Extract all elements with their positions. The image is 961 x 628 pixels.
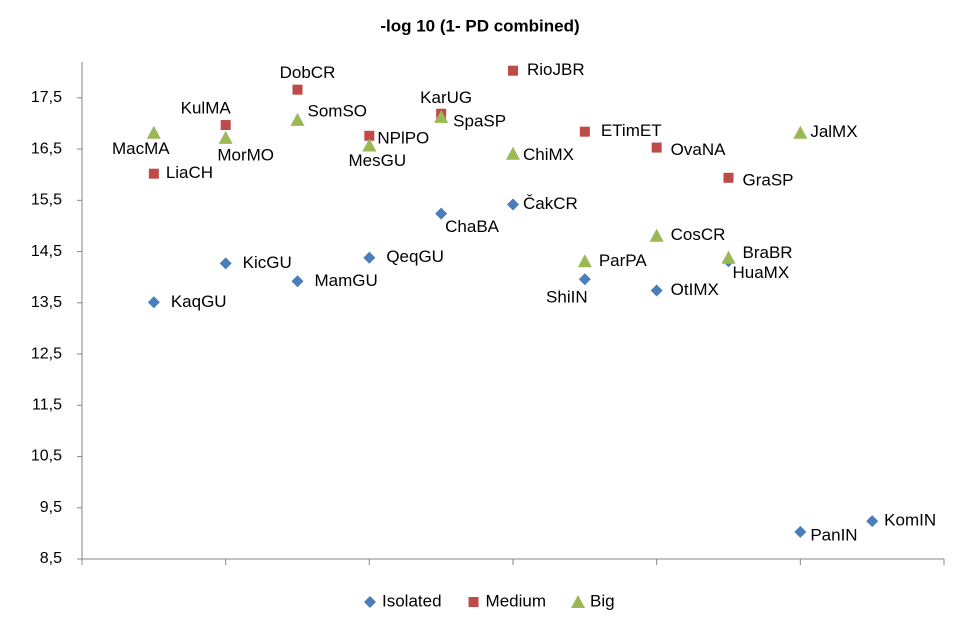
point-label: ChiMX	[523, 145, 574, 164]
point	[577, 254, 592, 268]
point-label: GraSP	[743, 170, 794, 189]
y-tick-label: 17,5	[31, 89, 62, 106]
point	[362, 138, 377, 152]
legend-marker	[364, 596, 376, 608]
point-label: CosCR	[671, 225, 726, 244]
point	[292, 84, 303, 95]
point-label: PanIN	[810, 525, 857, 544]
point-label: MesGU	[349, 151, 407, 170]
point	[506, 146, 520, 160]
point-label: KulMA	[181, 99, 232, 118]
point	[651, 142, 662, 153]
point-label: ETimET	[601, 121, 662, 140]
point	[721, 250, 736, 264]
point	[435, 207, 448, 220]
point-label: ShiIN	[546, 288, 588, 307]
point-label: ChaBA	[445, 217, 500, 236]
y-tick-label: 8,5	[40, 550, 62, 567]
point	[723, 172, 734, 183]
y-tick-label: 10,5	[31, 448, 62, 465]
point	[793, 125, 808, 139]
point-label: SomSO	[308, 101, 368, 120]
point	[146, 125, 161, 139]
point	[290, 112, 305, 126]
point	[508, 65, 518, 76]
point	[364, 130, 375, 141]
point-label: MorMO	[217, 145, 274, 164]
point-label: OvaNA	[671, 140, 726, 159]
y-tick-label: 13,5	[31, 294, 62, 311]
point	[363, 251, 376, 264]
legend-label: Medium	[486, 591, 546, 610]
point-label: MacMA	[112, 139, 170, 158]
point-label: OtIMX	[671, 280, 719, 299]
point	[578, 273, 591, 286]
point-label: DobCR	[280, 63, 336, 82]
point-label: NPlPO	[377, 128, 429, 147]
point-label: KomIN	[884, 511, 936, 530]
point	[866, 515, 879, 528]
point	[220, 120, 231, 131]
y-tick-label: 16,5	[31, 140, 62, 157]
point-label: QeqGU	[386, 247, 444, 266]
point	[794, 525, 807, 538]
point-label: HuaMX	[733, 263, 790, 282]
point	[147, 296, 160, 309]
y-tick-label: 11,5	[32, 397, 62, 414]
point	[148, 168, 159, 179]
point-label: BraBR	[743, 243, 793, 262]
point-label: ParPA	[599, 251, 648, 270]
point-label: KicGU	[243, 253, 292, 272]
point-label: KarUG	[420, 88, 472, 107]
point-label: SpaSP	[453, 111, 506, 130]
point	[579, 126, 590, 137]
point	[291, 275, 304, 288]
legend-label: Big	[590, 591, 615, 610]
point-label: MamGU	[315, 271, 378, 290]
point	[507, 198, 519, 211]
legend-marker	[571, 595, 586, 608]
y-tick-label: 15,5	[31, 192, 62, 209]
legend-marker	[468, 597, 479, 607]
point	[434, 109, 449, 123]
y-tick-label: 12,5	[31, 345, 62, 362]
legend-label: Isolated	[382, 591, 442, 610]
point-label: LiaCH	[166, 163, 213, 182]
point-label: ČakCR	[523, 194, 578, 213]
point	[219, 257, 232, 270]
point	[649, 228, 664, 242]
chart-title: -log 10 (1- PD combined)	[380, 16, 579, 35]
point-label: RioJBR	[527, 60, 585, 79]
point-label: JalMX	[810, 122, 857, 141]
point-label: KaqGU	[171, 292, 227, 311]
y-tick-label: 14,5	[31, 243, 62, 260]
point	[650, 284, 663, 297]
point	[218, 130, 233, 144]
y-tick-label: 9,5	[40, 499, 62, 516]
